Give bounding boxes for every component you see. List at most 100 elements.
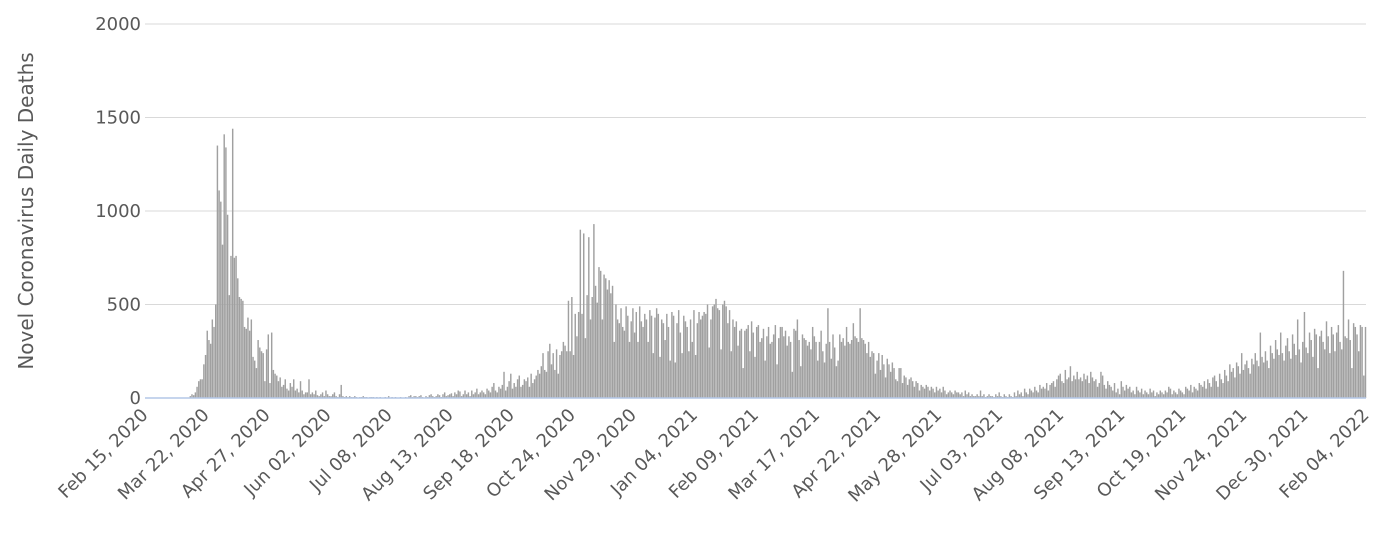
bar bbox=[1185, 386, 1187, 398]
bar bbox=[661, 319, 663, 398]
bar bbox=[313, 394, 315, 398]
bar bbox=[1342, 270, 1345, 398]
bar bbox=[1135, 386, 1138, 398]
bar bbox=[293, 379, 295, 398]
bar bbox=[1101, 375, 1104, 398]
bar bbox=[303, 394, 305, 398]
bar bbox=[591, 297, 593, 398]
bar bbox=[265, 349, 268, 398]
bar bbox=[204, 354, 207, 398]
bar bbox=[769, 343, 771, 398]
bar bbox=[817, 360, 819, 398]
bar bbox=[1278, 354, 1280, 398]
bar bbox=[771, 341, 773, 398]
bar bbox=[627, 315, 629, 398]
bar bbox=[1330, 326, 1333, 398]
bar bbox=[645, 319, 648, 398]
bar bbox=[218, 190, 220, 398]
bar bbox=[671, 311, 673, 398]
bar bbox=[611, 285, 614, 398]
bar bbox=[252, 356, 254, 398]
bar bbox=[883, 364, 885, 398]
bar bbox=[1147, 394, 1150, 398]
bar bbox=[1210, 386, 1212, 398]
bars bbox=[145, 128, 1367, 399]
bar bbox=[1230, 371, 1233, 398]
bar bbox=[196, 386, 198, 398]
bar bbox=[876, 360, 878, 398]
bar bbox=[1220, 379, 1223, 398]
bar bbox=[1027, 394, 1029, 398]
bar bbox=[1096, 386, 1099, 398]
bar bbox=[1222, 383, 1224, 398]
bar bbox=[672, 315, 675, 398]
bar bbox=[872, 353, 875, 398]
bar bbox=[282, 384, 285, 398]
bar bbox=[803, 338, 805, 398]
bar bbox=[1239, 373, 1241, 398]
bar bbox=[1108, 384, 1111, 398]
bar bbox=[655, 308, 658, 398]
bar bbox=[1073, 375, 1075, 398]
bar bbox=[986, 396, 989, 398]
bar bbox=[438, 395, 441, 398]
bar bbox=[950, 392, 953, 398]
bar bbox=[1212, 377, 1214, 398]
bar bbox=[747, 325, 749, 398]
bar bbox=[878, 353, 880, 398]
bar bbox=[1352, 323, 1355, 398]
bar bbox=[1074, 379, 1077, 398]
bar bbox=[235, 255, 237, 398]
bar bbox=[598, 267, 600, 398]
bar bbox=[1357, 351, 1360, 398]
bar bbox=[1034, 386, 1036, 398]
bar bbox=[1095, 379, 1097, 398]
bar bbox=[1162, 394, 1165, 398]
bar bbox=[979, 390, 982, 398]
bar bbox=[408, 396, 410, 398]
bar bbox=[504, 390, 507, 398]
bar bbox=[501, 384, 504, 398]
bar bbox=[547, 351, 549, 398]
bar bbox=[199, 379, 202, 398]
bar bbox=[1205, 388, 1207, 398]
bar bbox=[1069, 366, 1072, 398]
bar bbox=[991, 396, 994, 398]
bar bbox=[840, 341, 843, 398]
bar bbox=[864, 343, 866, 398]
bar bbox=[944, 390, 946, 398]
bar bbox=[516, 379, 519, 398]
bar bbox=[845, 326, 848, 398]
bar bbox=[582, 233, 585, 398]
bar bbox=[1022, 396, 1024, 398]
bar bbox=[942, 386, 944, 398]
bar bbox=[1225, 375, 1228, 398]
bar bbox=[576, 336, 578, 398]
bar bbox=[449, 394, 451, 398]
bar bbox=[708, 347, 710, 398]
bar bbox=[467, 392, 470, 398]
bar bbox=[537, 369, 539, 398]
bar bbox=[983, 394, 985, 398]
bar bbox=[1178, 388, 1180, 398]
bar bbox=[1110, 386, 1112, 398]
bar bbox=[420, 395, 422, 398]
bar bbox=[1044, 388, 1046, 398]
bar bbox=[457, 390, 459, 398]
bar bbox=[722, 304, 724, 398]
bar bbox=[296, 388, 298, 398]
bar bbox=[481, 390, 483, 398]
bar bbox=[1322, 341, 1324, 398]
bar bbox=[1057, 375, 1060, 398]
bar bbox=[689, 319, 692, 398]
bar bbox=[1308, 332, 1311, 398]
bar bbox=[917, 383, 919, 398]
bar bbox=[925, 384, 927, 398]
bar bbox=[932, 388, 934, 398]
bar bbox=[294, 390, 297, 398]
bar bbox=[189, 396, 192, 398]
bar bbox=[976, 394, 978, 398]
bar bbox=[1193, 386, 1195, 398]
bar bbox=[1018, 394, 1021, 398]
